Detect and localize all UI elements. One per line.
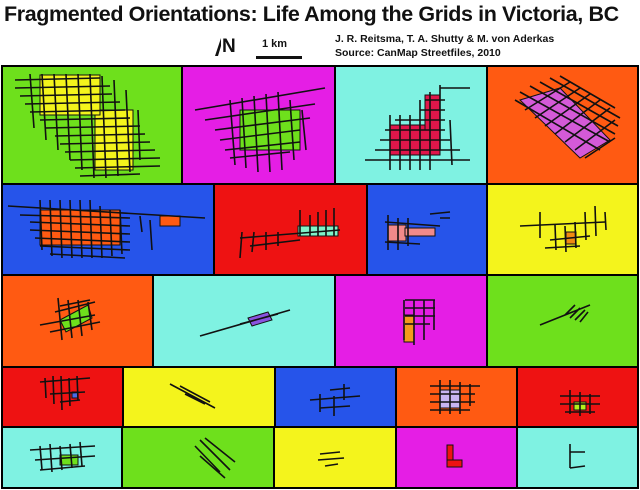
scale-bar-label: 1 km	[262, 38, 288, 50]
credits-block: J. R. Reitsma, T. A. Shutty & M. von Ade…	[335, 32, 554, 60]
authors-text: J. R. Reitsma, T. A. Shutty & M. von Ade…	[335, 33, 555, 45]
street-network-8	[519, 205, 607, 253]
map-panel-9	[1, 274, 154, 368]
map-panel-10	[152, 274, 336, 368]
map-panel-13	[1, 366, 124, 428]
map-panel-20	[273, 426, 397, 489]
street-network-7	[384, 211, 451, 250]
street-network-12	[539, 304, 591, 326]
street-network-13	[39, 375, 91, 411]
map-title: Fragmented Orientations: Life Among the …	[4, 2, 619, 26]
scale-bar: 1 km	[256, 38, 302, 62]
street-network-14	[169, 383, 216, 409]
north-arrow-label: N	[222, 36, 236, 57]
north-arrow: N	[214, 36, 242, 60]
map-panel-15	[274, 366, 397, 428]
street-network-6	[239, 208, 341, 259]
map-panel-21	[395, 426, 518, 489]
street-network-17	[560, 390, 600, 416]
map-panel-6	[213, 183, 368, 276]
street-network-16	[430, 380, 480, 414]
street-network-3	[365, 85, 470, 170]
street-networks	[7, 73, 621, 479]
map-panel-19	[121, 426, 275, 489]
street-network-4	[514, 75, 621, 159]
street-network-10	[199, 309, 291, 337]
street-network-21	[446, 444, 463, 468]
map-panel-17	[516, 366, 639, 428]
street-network-2	[194, 87, 326, 173]
street-network-9	[39, 297, 101, 341]
map-panel-12	[486, 274, 639, 368]
map-panel-22	[516, 426, 639, 489]
map-panel-7	[366, 183, 488, 276]
north-arrow-icon	[215, 38, 221, 56]
source-text: Source: CanMap Streetfiles, 2010	[335, 47, 501, 59]
street-network-15	[309, 384, 361, 416]
scale-bar-line	[256, 56, 302, 59]
street-network-19	[194, 437, 236, 479]
street-network-22	[569, 444, 586, 469]
street-network-11	[403, 299, 435, 345]
street-network-5	[7, 199, 206, 259]
street-network-18	[29, 441, 96, 473]
street-network-20	[317, 451, 345, 467]
map-panel-8	[486, 183, 639, 276]
street-network-1	[14, 73, 161, 179]
